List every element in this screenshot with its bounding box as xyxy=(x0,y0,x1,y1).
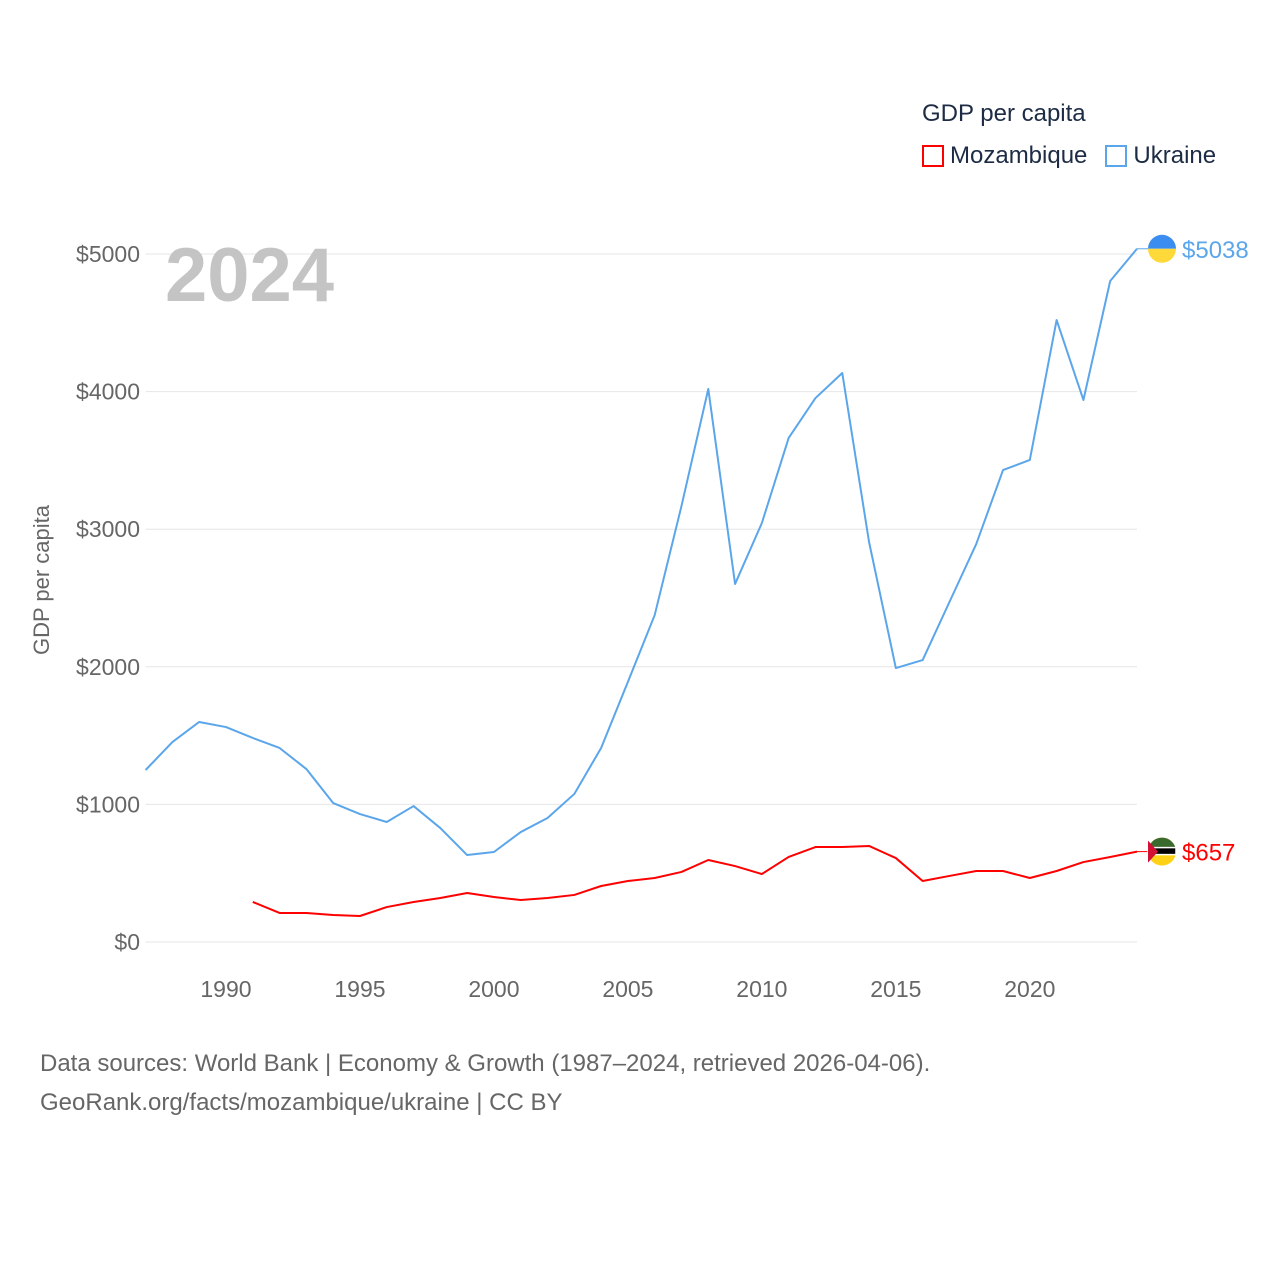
legend-swatch xyxy=(1105,145,1128,167)
x-tick-label: 2010 xyxy=(736,976,787,1002)
y-tick-label: $3000 xyxy=(76,516,140,542)
legend-item-ukraine[interactable]: Ukraine xyxy=(1105,142,1216,170)
x-tick-label: 2020 xyxy=(1004,976,1055,1002)
legend-label: Ukraine xyxy=(1133,142,1217,169)
end-value-label: $657 xyxy=(1182,840,1235,867)
series-line-ukraine xyxy=(144,248,1138,857)
source-note: Data sources: World Bank | Economy & Gro… xyxy=(40,1044,930,1122)
x-tick-label: 1990 xyxy=(200,976,251,1002)
mozambique-flag-icon xyxy=(1148,837,1176,852)
end-value-label: $5038 xyxy=(1182,237,1249,264)
x-tick-label: 1995 xyxy=(334,976,385,1002)
x-tick-label: 2015 xyxy=(870,976,921,1002)
mozambique-flag-icon xyxy=(1148,840,1158,863)
y-tick-label: $1000 xyxy=(76,791,140,817)
x-tick-label: 2005 xyxy=(602,976,653,1002)
series-line-mozambique xyxy=(252,844,1138,917)
source-line-2[interactable]: GeoRank.org/facts/mozambique/ukraine | C… xyxy=(40,1089,563,1116)
year-label: 2024 xyxy=(165,233,335,318)
legend-item-mozambique[interactable]: Mozambique xyxy=(922,142,1087,170)
source-line-1: Data sources: World Bank | Economy & Gro… xyxy=(40,1050,931,1077)
y-tick-label: $0 xyxy=(114,929,140,955)
legend: Mozambique Ukraine xyxy=(922,142,1216,170)
legend-swatch xyxy=(922,145,944,167)
legend-title: GDP per capita xyxy=(922,100,1086,127)
ukraine-flag-icon xyxy=(1148,248,1176,263)
legend-label: Mozambique xyxy=(950,142,1088,169)
y-axis-label: GDP per capita xyxy=(29,504,54,656)
y-tick-label: $2000 xyxy=(76,654,140,680)
x-tick-label: 2000 xyxy=(468,976,519,1002)
y-tick-label: $4000 xyxy=(76,379,140,405)
y-tick-label: $5000 xyxy=(76,241,140,267)
ukraine-flag-icon xyxy=(1148,234,1176,249)
